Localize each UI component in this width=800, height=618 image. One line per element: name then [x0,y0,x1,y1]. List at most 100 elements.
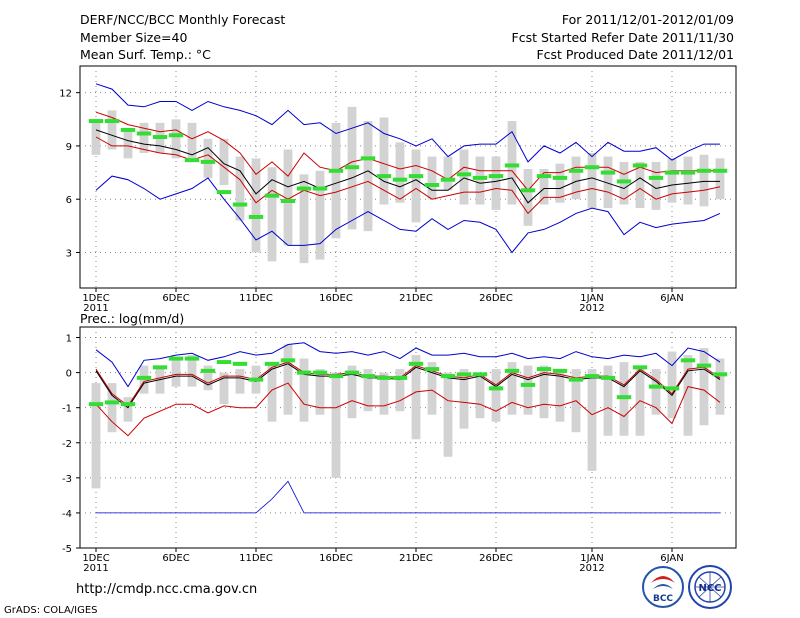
temp-spread-bar [635,161,645,209]
prec-spread-bar [171,358,181,387]
prec-observed-mark [104,400,120,405]
prec-observed-mark [168,356,184,361]
member-size: Member Size=40 [80,30,188,45]
temp-spread-bar [475,156,485,205]
prec-spread-bar [667,351,677,419]
prec-spread-bar [235,369,245,394]
temp-observed-mark [632,163,648,168]
temp-observed-mark [488,174,504,179]
forecast-period: For 2011/12/01-2012/01/09 [561,12,734,27]
chart-title: DERF/NCC/BCC Monthly Forecast [80,12,286,27]
prec-x-tick-label: 11DEC [239,553,273,564]
temp-observed-mark [456,172,472,177]
temp-x-tick-label: 26DEC [479,293,513,304]
prec-x-tick-label: 6JAN [660,553,683,564]
temp-observed-mark [360,156,376,161]
temp-observed-mark [664,170,680,175]
temp-observed-mark [440,177,456,182]
temp-spread-bar [379,117,389,205]
temp-observed-mark [552,175,568,180]
prec-y-tick-label: -5 [62,544,72,555]
temp-y-tick-label: 9 [66,142,72,153]
prec-spread-bar [267,362,277,422]
temp-observed-mark [344,165,360,170]
prec-spread-bar [523,365,533,415]
prec-observed-mark [184,356,200,361]
prec-observed-mark [408,361,424,366]
temp-observed-mark [584,165,600,170]
prec-spread-bar [443,372,453,457]
temp-observed-mark [88,119,104,124]
temp-spread-bar [331,122,341,239]
prec-observed-mark [312,370,328,375]
prec-spread-bar [539,365,549,419]
prec-spread-bar [347,365,357,419]
temp-spread-bar [443,156,453,191]
prec-y-tick-label: -4 [62,509,72,520]
prec-observed-mark [712,372,728,377]
temp-spread-bar [699,154,709,207]
prec-lower-quartile-line [95,382,721,437]
prec-x-tick-label: 6DEC [162,553,189,564]
temp-mean-line [95,129,720,204]
temp-spread-bar [363,121,373,232]
prec-spread-bar [123,397,133,422]
temp-spread-bar [219,138,229,185]
prec-x-tick-year: 2011 [83,563,108,574]
prec-spread-bar [411,355,421,440]
variable-label: Mean Surf. Temp.: °C [80,47,211,62]
prec-spread-bar [91,383,101,489]
prec-x-tick-label: 26DEC [479,553,513,564]
temp-x-tick-year: 2011 [83,303,108,314]
forecast-produced-date: Fcst Produced Date 2011/12/01 [536,47,734,62]
prec-observed-mark [600,375,616,380]
bcc-logo: BCC [642,566,684,608]
prec-min-line [96,480,720,514]
temp-spread-bar [667,158,677,203]
temp-observed-mark [696,168,712,173]
grads-credit: GrADS: COLA/IGES [4,605,98,616]
temp-observed-mark [248,214,264,219]
temp-observed-mark [200,159,216,164]
prec-spread-bar [475,372,485,419]
prec-observed-mark [504,368,520,373]
temp-x-tick-label: 1DEC [82,293,109,304]
temp-spread-bar [459,149,469,205]
temp-observed-mark [536,174,552,179]
prec-observed-mark [248,377,264,382]
temp-observed-mark [296,186,312,191]
prec-spread-bar [155,369,165,394]
temp-spread-bar [123,128,133,159]
temp-observed-mark [616,179,632,184]
temp-observed-mark [472,175,488,180]
prec-observed-mark [216,360,232,365]
prec-observed-mark [152,365,168,370]
prec-observed-mark [472,372,488,377]
prec-observed-mark [616,395,632,400]
temp-observed-mark [408,174,424,179]
temp-spread-bar [427,156,437,200]
temp-spread-bar [139,122,149,154]
prec-observed-mark [456,372,472,377]
prec-observed-mark [88,402,104,407]
prec-observed-mark [584,374,600,379]
temp-observed-mark [136,131,152,136]
temp-x-tick-label: 16DEC [319,293,353,304]
prec-spread-bar [395,369,405,412]
prec-x-tick-year: 2012 [579,563,604,574]
temp-observed-mark [424,182,440,187]
source-url[interactable]: http://cmdp.ncc.cma.gov.cn [76,582,258,597]
prec-x-tick-label: 21DEC [399,553,433,564]
temp-spread-bar [523,169,533,226]
prec-observed-mark [200,368,216,373]
temp-spread-bar [283,149,293,246]
prec-x-tick-label: 1JAN [580,553,603,564]
temp-max-line [95,83,720,163]
prec-spread-bar [331,372,341,478]
temp-observed-mark [152,135,168,140]
forecast-started-date: Fcst Started Refer Date 2011/11/30 [511,30,735,45]
prec-spread-bar [587,369,597,471]
temp-y-tick-label: 6 [66,195,72,206]
prec-spread-bar [283,344,293,415]
